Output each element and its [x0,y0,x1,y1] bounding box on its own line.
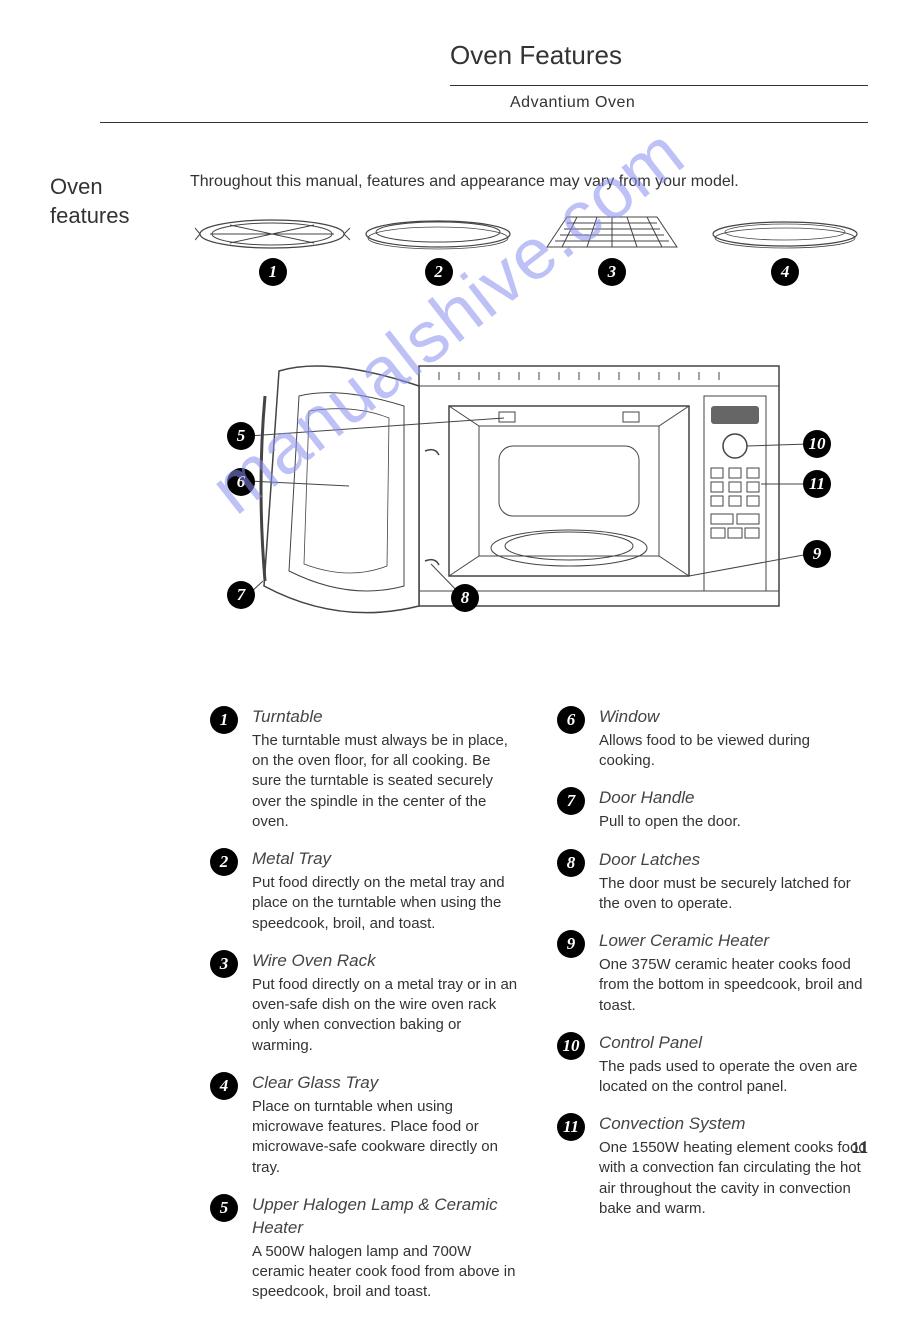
feature-title: Clear Glass Tray [252,1072,521,1095]
accessory-glass-tray: 4 [708,214,863,286]
feature-body: Pull to open the door. [599,812,868,832]
feature-badge: 11 [557,1113,585,1141]
accessory-badge-2: 2 [425,258,453,286]
feature-text: Convection SystemOne 1550W heating eleme… [599,1113,868,1219]
feature-title: Convection System [599,1113,868,1136]
feature-body: One 375W ceramic heater cooks food from … [599,955,868,1016]
feature-body: A 500W halogen lamp and 700W ceramic hea… [252,1242,521,1303]
feature-item: 8 Door LatchesThe door must be securely l… [557,849,868,914]
feature-text: WindowAllows food to be viewed during co… [599,706,868,771]
feature-item: 6 WindowAllows food to be viewed during c… [557,706,868,771]
feature-badge: 4 [210,1072,238,1100]
feature-badge: 10 [557,1032,585,1060]
callout-5: 5 [227,422,255,450]
feature-item: 9 Lower Ceramic HeaterOne 375W ceramic he… [557,930,868,1016]
feature-text: Control PanelThe pads used to operate th… [599,1032,868,1097]
feature-col-left: 1 TurntableThe turntable must always be i… [210,706,521,1318]
feature-body: The door must be securely latched for th… [599,874,868,915]
subtitle: Advantium Oven [450,85,868,123]
header-rule [100,122,868,123]
callout-6: 6 [227,468,255,496]
page-title: Oven Features [450,40,868,71]
page-number: 11 [851,1140,868,1158]
accessory-turntable: 1 [195,214,350,286]
feature-title: Turntable [252,706,521,729]
feature-body: Place on turntable when using microwave … [252,1097,521,1178]
accessory-badge-1: 1 [259,258,287,286]
glass-tray-icon [708,214,863,254]
callout-9: 9 [803,540,831,568]
metal-tray-icon [361,214,516,254]
feature-badge: 3 [210,950,238,978]
feature-badge: 8 [557,849,585,877]
accessory-badge-3: 3 [598,258,626,286]
oven-diagram: 5 6 7 8 9 10 11 [209,326,849,646]
feature-text: Lower Ceramic HeaterOne 375W ceramic hea… [599,930,868,1016]
feature-badge: 7 [557,787,585,815]
feature-text: Metal TrayPut food directly on the metal… [252,848,521,934]
callout-8: 8 [451,584,479,612]
feature-item: 4 Clear Glass TrayPlace on turntable when… [210,1072,521,1178]
feature-badge: 6 [557,706,585,734]
callout-10: 10 [803,430,831,458]
intro-text: Throughout this manual, features and app… [190,173,868,191]
feature-item: 1 TurntableThe turntable must always be i… [210,706,521,832]
feature-body: Put food directly on the metal tray and … [252,873,521,934]
feature-body: Put food directly on a metal tray or in … [252,975,521,1056]
feature-text: Clear Glass TrayPlace on turntable when … [252,1072,521,1178]
side-heading: Oven features [50,173,160,1318]
feature-item: 3 Wire Oven RackPut food directly on a me… [210,950,521,1056]
feature-title: Door Handle [599,787,868,810]
accessories-row: 1 2 [190,209,868,286]
feature-text: Door LatchesThe door must be securely la… [599,849,868,914]
turntable-icon [195,214,350,254]
accessory-badge-4: 4 [771,258,799,286]
callout-7: 7 [227,581,255,609]
accessory-metal-tray: 2 [361,214,516,286]
feature-item: 2 Metal TrayPut food directly on the meta… [210,848,521,934]
feature-body: The pads used to operate the oven are lo… [599,1057,868,1098]
accessory-wire-rack: 3 [527,209,697,286]
feature-body: Allows food to be viewed during cooking. [599,731,868,772]
feature-title: Upper Halogen Lamp & Ceramic Heater [252,1194,521,1240]
feature-badge: 2 [210,848,238,876]
feature-item: 7 Door HandlePull to open the door. [557,787,868,832]
feature-columns: 1 TurntableThe turntable must always be i… [210,706,868,1318]
feature-text: Door HandlePull to open the door. [599,787,868,832]
feature-item: 5 Upper Halogen Lamp & Ceramic HeaterA 50… [210,1194,521,1303]
feature-body: The turntable must always be in place, o… [252,731,521,832]
callout-11: 11 [803,470,831,498]
feature-badge: 9 [557,930,585,958]
feature-title: Control Panel [599,1032,868,1055]
feature-text: Upper Halogen Lamp & Ceramic HeaterA 500… [252,1194,521,1303]
feature-title: Wire Oven Rack [252,950,521,973]
wire-rack-icon [527,209,697,254]
feature-item: 10 Control PanelThe pads used to operate … [557,1032,868,1097]
feature-title: Lower Ceramic Heater [599,930,868,953]
feature-item: 11Convection SystemOne 1550W heating ele… [557,1113,868,1219]
feature-body: One 1550W heating element cooks food wit… [599,1138,868,1219]
feature-title: Door Latches [599,849,868,872]
feature-badge: 5 [210,1194,238,1222]
feature-badge: 1 [210,706,238,734]
feature-title: Window [599,706,868,729]
feature-title: Metal Tray [252,848,521,871]
feature-text: Wire Oven RackPut food directly on a met… [252,950,521,1056]
oven-illustration [209,326,849,646]
feature-col-right: 6 WindowAllows food to be viewed during c… [557,706,868,1318]
feature-text: TurntableThe turntable must always be in… [252,706,521,832]
